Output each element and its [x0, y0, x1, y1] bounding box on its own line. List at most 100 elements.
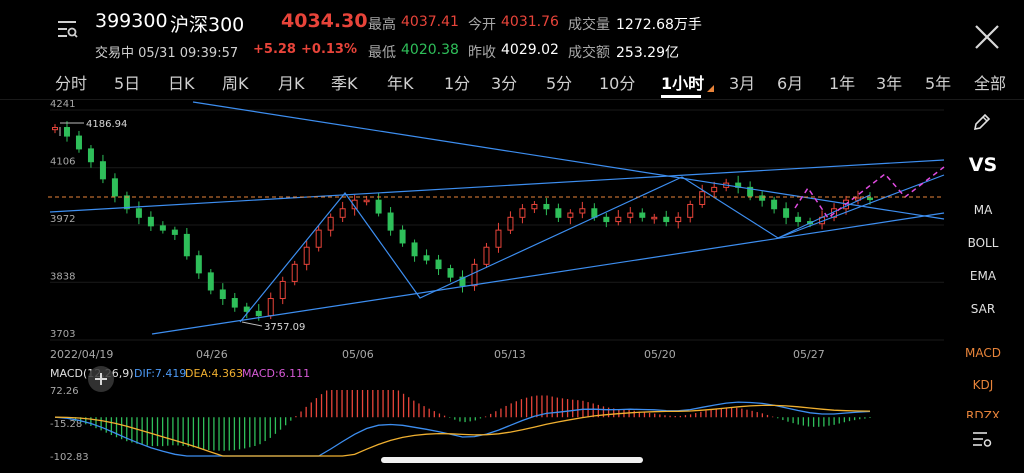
y-tick-label: 3838	[50, 271, 75, 282]
candle	[711, 186, 718, 193]
trendline-channel-lower	[151, 212, 945, 335]
indicator-rdzx[interactable]: RDZX	[965, 409, 1001, 418]
candle	[519, 208, 526, 218]
divider	[0, 99, 1024, 100]
tab-3min[interactable]: 3分	[491, 74, 518, 93]
candlestick-chart[interactable]: 4241 4106 3972 3838 3703 4186.94 3757.09	[0, 100, 960, 360]
candle	[507, 216, 514, 231]
tab-weekly-k[interactable]: 周K	[222, 74, 249, 93]
candle	[63, 127, 70, 137]
change-value: +5.28	[253, 42, 296, 57]
tab-5min[interactable]: 5分	[546, 74, 573, 93]
indicator-boll[interactable]: BOLL	[967, 236, 999, 250]
macd-value: MACD:6.111	[242, 367, 311, 380]
candle	[615, 216, 622, 223]
high-label: 最高	[368, 17, 396, 33]
candle	[783, 208, 790, 218]
candle	[747, 186, 754, 197]
candle	[771, 199, 778, 210]
tab-10min[interactable]: 10分	[599, 74, 636, 93]
candle	[543, 203, 550, 210]
macd-y-tick-label: -102.83	[50, 452, 89, 460]
tab-3month[interactable]: 3月	[729, 74, 756, 93]
candle	[147, 216, 154, 227]
candle	[351, 199, 358, 210]
indicator-kdj[interactable]: KDJ	[972, 378, 994, 392]
menu-icon[interactable]	[56, 18, 78, 40]
candle	[339, 208, 346, 218]
tab-quarterly-k[interactable]: 季K	[331, 74, 358, 93]
candle	[627, 212, 634, 218]
amount-value: 253.29亿	[616, 45, 679, 61]
y-tick-label: 4106	[50, 157, 75, 168]
candle	[867, 197, 873, 201]
compare-button[interactable]: VS	[968, 154, 998, 176]
tab-minute[interactable]: 分时	[55, 74, 88, 93]
open-label: 今开	[468, 17, 496, 33]
tab-1hour[interactable]: 1小时	[661, 74, 705, 93]
min-price-label: 3757.09	[264, 322, 305, 333]
macd-chart[interactable]: 72.26 -15.28 -102.83	[0, 380, 960, 460]
projection-line	[794, 166, 945, 220]
candle	[495, 229, 502, 248]
indicator-sar[interactable]: SAR	[970, 302, 996, 316]
trendline-channel-upper	[49, 159, 945, 213]
tab-dropdown-indicator[interactable]	[707, 85, 714, 92]
candle	[315, 229, 322, 248]
macd-dea: DEA:4.363	[185, 367, 243, 380]
candle	[267, 298, 274, 317]
period-tabs: 分时 5日 日K 周K 月K 季K 年K 1分 3分 5分 10分 1小时 3月…	[0, 70, 1024, 98]
settings-list-icon[interactable]	[972, 430, 992, 448]
close-icon[interactable]	[972, 22, 1002, 52]
low-label: 最低	[368, 45, 396, 61]
y-tick-label: 3972	[50, 214, 75, 225]
candle	[459, 276, 466, 287]
candle	[399, 229, 406, 244]
plus-icon	[95, 373, 107, 385]
home-indicator[interactable]	[381, 457, 643, 463]
amount-label: 成交额	[568, 45, 610, 61]
tab-monthly-k[interactable]: 月K	[278, 74, 305, 93]
x-label-3: 05/13	[494, 348, 526, 361]
candle	[255, 310, 262, 317]
tab-all[interactable]: 全部	[974, 74, 1007, 93]
candle	[483, 246, 490, 265]
indicator-macd[interactable]: MACD	[965, 346, 1001, 360]
pencil-icon[interactable]	[972, 112, 992, 132]
candle	[555, 208, 562, 218]
indicator-ema[interactable]: EMA	[969, 269, 997, 283]
tab-5year[interactable]: 5年	[925, 74, 952, 93]
y-tick-label: 3703	[50, 329, 75, 340]
tab-yearly-k[interactable]: 年K	[387, 74, 414, 93]
candle	[579, 208, 586, 214]
candle	[639, 212, 646, 218]
candle	[603, 216, 610, 223]
tab-6month[interactable]: 6月	[777, 74, 804, 93]
grid-lines	[50, 109, 944, 341]
macd-dif: DIF:7.419	[134, 367, 187, 380]
candle	[279, 280, 286, 300]
tab-1year[interactable]: 1年	[829, 74, 856, 93]
indicator-ma[interactable]: MA	[973, 203, 993, 217]
min-annotation: 3757.09	[241, 321, 305, 333]
tab-3year[interactable]: 3年	[876, 74, 903, 93]
add-indicator-button[interactable]	[88, 366, 114, 392]
candles	[52, 121, 873, 321]
candle	[291, 263, 298, 282]
tab-1min[interactable]: 1分	[444, 74, 471, 93]
candle	[231, 298, 238, 308]
candle	[531, 203, 538, 210]
trendline-descending	[192, 101, 945, 220]
candle	[687, 203, 694, 218]
candle	[207, 272, 214, 291]
x-label-2: 05/06	[342, 348, 374, 361]
macd-histogram	[59, 390, 871, 451]
tab-daily-k[interactable]: 日K	[168, 74, 195, 93]
candle	[435, 259, 442, 270]
candle	[87, 148, 94, 163]
candle	[663, 216, 670, 223]
candle	[675, 216, 682, 223]
tab-5day[interactable]: 5日	[114, 74, 141, 93]
open-value: 4031.76	[501, 14, 559, 30]
candle	[183, 233, 190, 257]
